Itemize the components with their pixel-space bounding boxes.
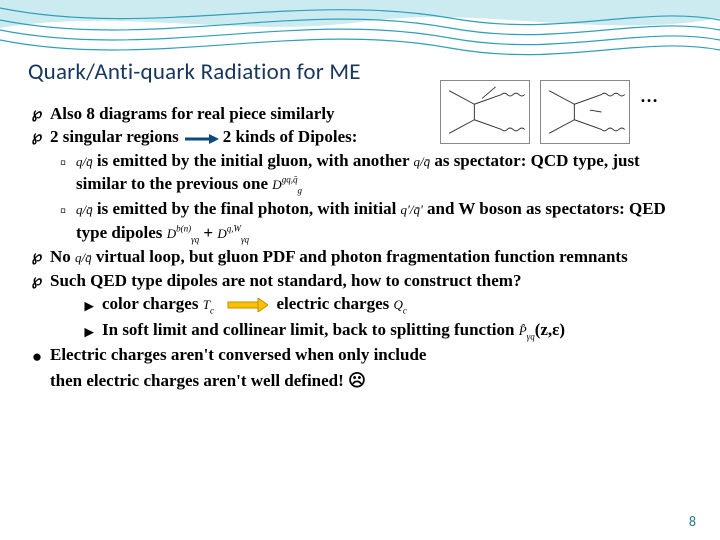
swirl-bullet-icon: ℘: [30, 271, 44, 292]
bullet-item: ▸ In soft limit and collinear limit, back…: [82, 318, 690, 343]
bullet-content: q/q̄ is emitted by the final photon, wit…: [76, 197, 690, 245]
square-bullet-icon: ▫: [56, 151, 70, 174]
formula-sup: gq,q̄: [282, 175, 298, 185]
body-text: virtual loop, but gluon PDF and photon f…: [92, 247, 628, 266]
bullet-content: No q/q̄ virtual loop, but gluon PDF and …: [50, 245, 628, 268]
formula-sub: γq: [527, 331, 535, 341]
bullet-content: Electric charges aren't conversed when o…: [50, 343, 426, 366]
body-text: then electric charges aren't well define…: [50, 371, 348, 390]
body-text: Also 8 diagrams for real piece similarly: [50, 104, 335, 123]
formula-text: q'/q̄': [401, 202, 423, 217]
slide-title: Quark/Anti-quark Radiation for ME: [28, 58, 361, 86]
bullet-item: ▫ q/q̄ is emitted by the initial gluon, w…: [56, 149, 690, 197]
arrow-icon: [183, 133, 219, 145]
page-number: 8: [689, 513, 696, 530]
formula-text: Q: [394, 297, 403, 312]
formula-sub: g: [297, 186, 302, 196]
bullet-item: ℘ Such QED type dipoles are not standard,…: [30, 269, 690, 292]
dot-bullet-icon: ●: [30, 345, 44, 368]
body-text: No: [50, 247, 75, 266]
bullet-item: ● Electric charges aren't conversed when …: [30, 343, 690, 368]
bullet-item: ℘ 2 singular regions 2 kinds of Dipoles:: [30, 125, 690, 148]
bullet-item: ℘ Also 8 diagrams for real piece similarl…: [30, 102, 690, 125]
bullet-content: q/q̄ is emitted by the initial gluon, wi…: [76, 149, 690, 197]
formula-text: q/q̄: [76, 154, 93, 169]
body-text: electric charges: [272, 294, 393, 313]
body-text: +: [199, 223, 217, 242]
bullet-item: ▫ q/q̄ is emitted by the final photon, wi…: [56, 197, 690, 245]
body-text: is emitted by the final photon, with ini…: [93, 199, 401, 218]
bullet-content: then electric charges aren't well define…: [50, 369, 366, 392]
swirl-bullet-icon: ℘: [30, 104, 44, 125]
bullet-item: ℘ No q/q̄ virtual loop, but gluon PDF and…: [30, 245, 690, 268]
sad-face-icon: ☹: [348, 371, 366, 390]
formula-text: P̂: [519, 323, 527, 338]
body-text: is emitted by the initial gluon, with an…: [93, 151, 414, 170]
formula-sup: b(n): [176, 223, 191, 233]
body-text: In soft limit and collinear limit, back …: [102, 320, 519, 339]
bullet-content: Such QED type dipoles are not standard, …: [50, 269, 521, 292]
formula-text: D: [167, 226, 176, 241]
formula-sup: q,W: [227, 223, 241, 233]
triangle-bullet-icon: ▸: [82, 320, 96, 343]
bullet-content: color charges Tc electric charges Qc: [102, 292, 407, 317]
formula-text: D: [217, 226, 226, 241]
bullet-content: In soft limit and collinear limit, back …: [102, 318, 565, 343]
formula-text: q/q̄: [413, 154, 430, 169]
formula-text: q/q̄: [75, 250, 92, 265]
formula-text: D: [272, 177, 281, 192]
swirl-bullet-icon: ℘: [30, 127, 44, 148]
body-text: Such QED type dipoles are not standard, …: [50, 271, 521, 290]
bullet-content: 2 singular regions 2 kinds of Dipoles:: [50, 125, 357, 148]
bullet-item: ▸ color charges Tc electric charges Qc: [82, 292, 690, 317]
body-text: 2 singular regions: [50, 127, 179, 146]
bullet-content: Also 8 diagrams for real piece similarly: [50, 102, 335, 125]
square-bullet-icon: ▫: [56, 199, 70, 222]
formula-text: T: [203, 297, 210, 312]
formula-sub: γq: [241, 234, 249, 244]
formula-sub: γq: [191, 234, 199, 244]
body-text: color charges: [102, 294, 203, 313]
body-text: [214, 294, 218, 313]
body-text: Electric charges aren't conversed when o…: [50, 345, 426, 364]
double-arrow-icon: [222, 298, 268, 312]
formula-sub: c: [403, 306, 407, 316]
bullet-item: then electric charges aren't well define…: [30, 369, 690, 392]
slide-body: ℘ Also 8 diagrams for real piece similarl…: [30, 102, 690, 392]
body-text: 2 kinds of Dipoles:: [223, 127, 358, 146]
swirl-bullet-icon: ℘: [30, 247, 44, 268]
formula-text: q/q̄: [76, 202, 93, 217]
triangle-bullet-icon: ▸: [82, 294, 96, 317]
body-text: (z,ε): [535, 320, 565, 339]
